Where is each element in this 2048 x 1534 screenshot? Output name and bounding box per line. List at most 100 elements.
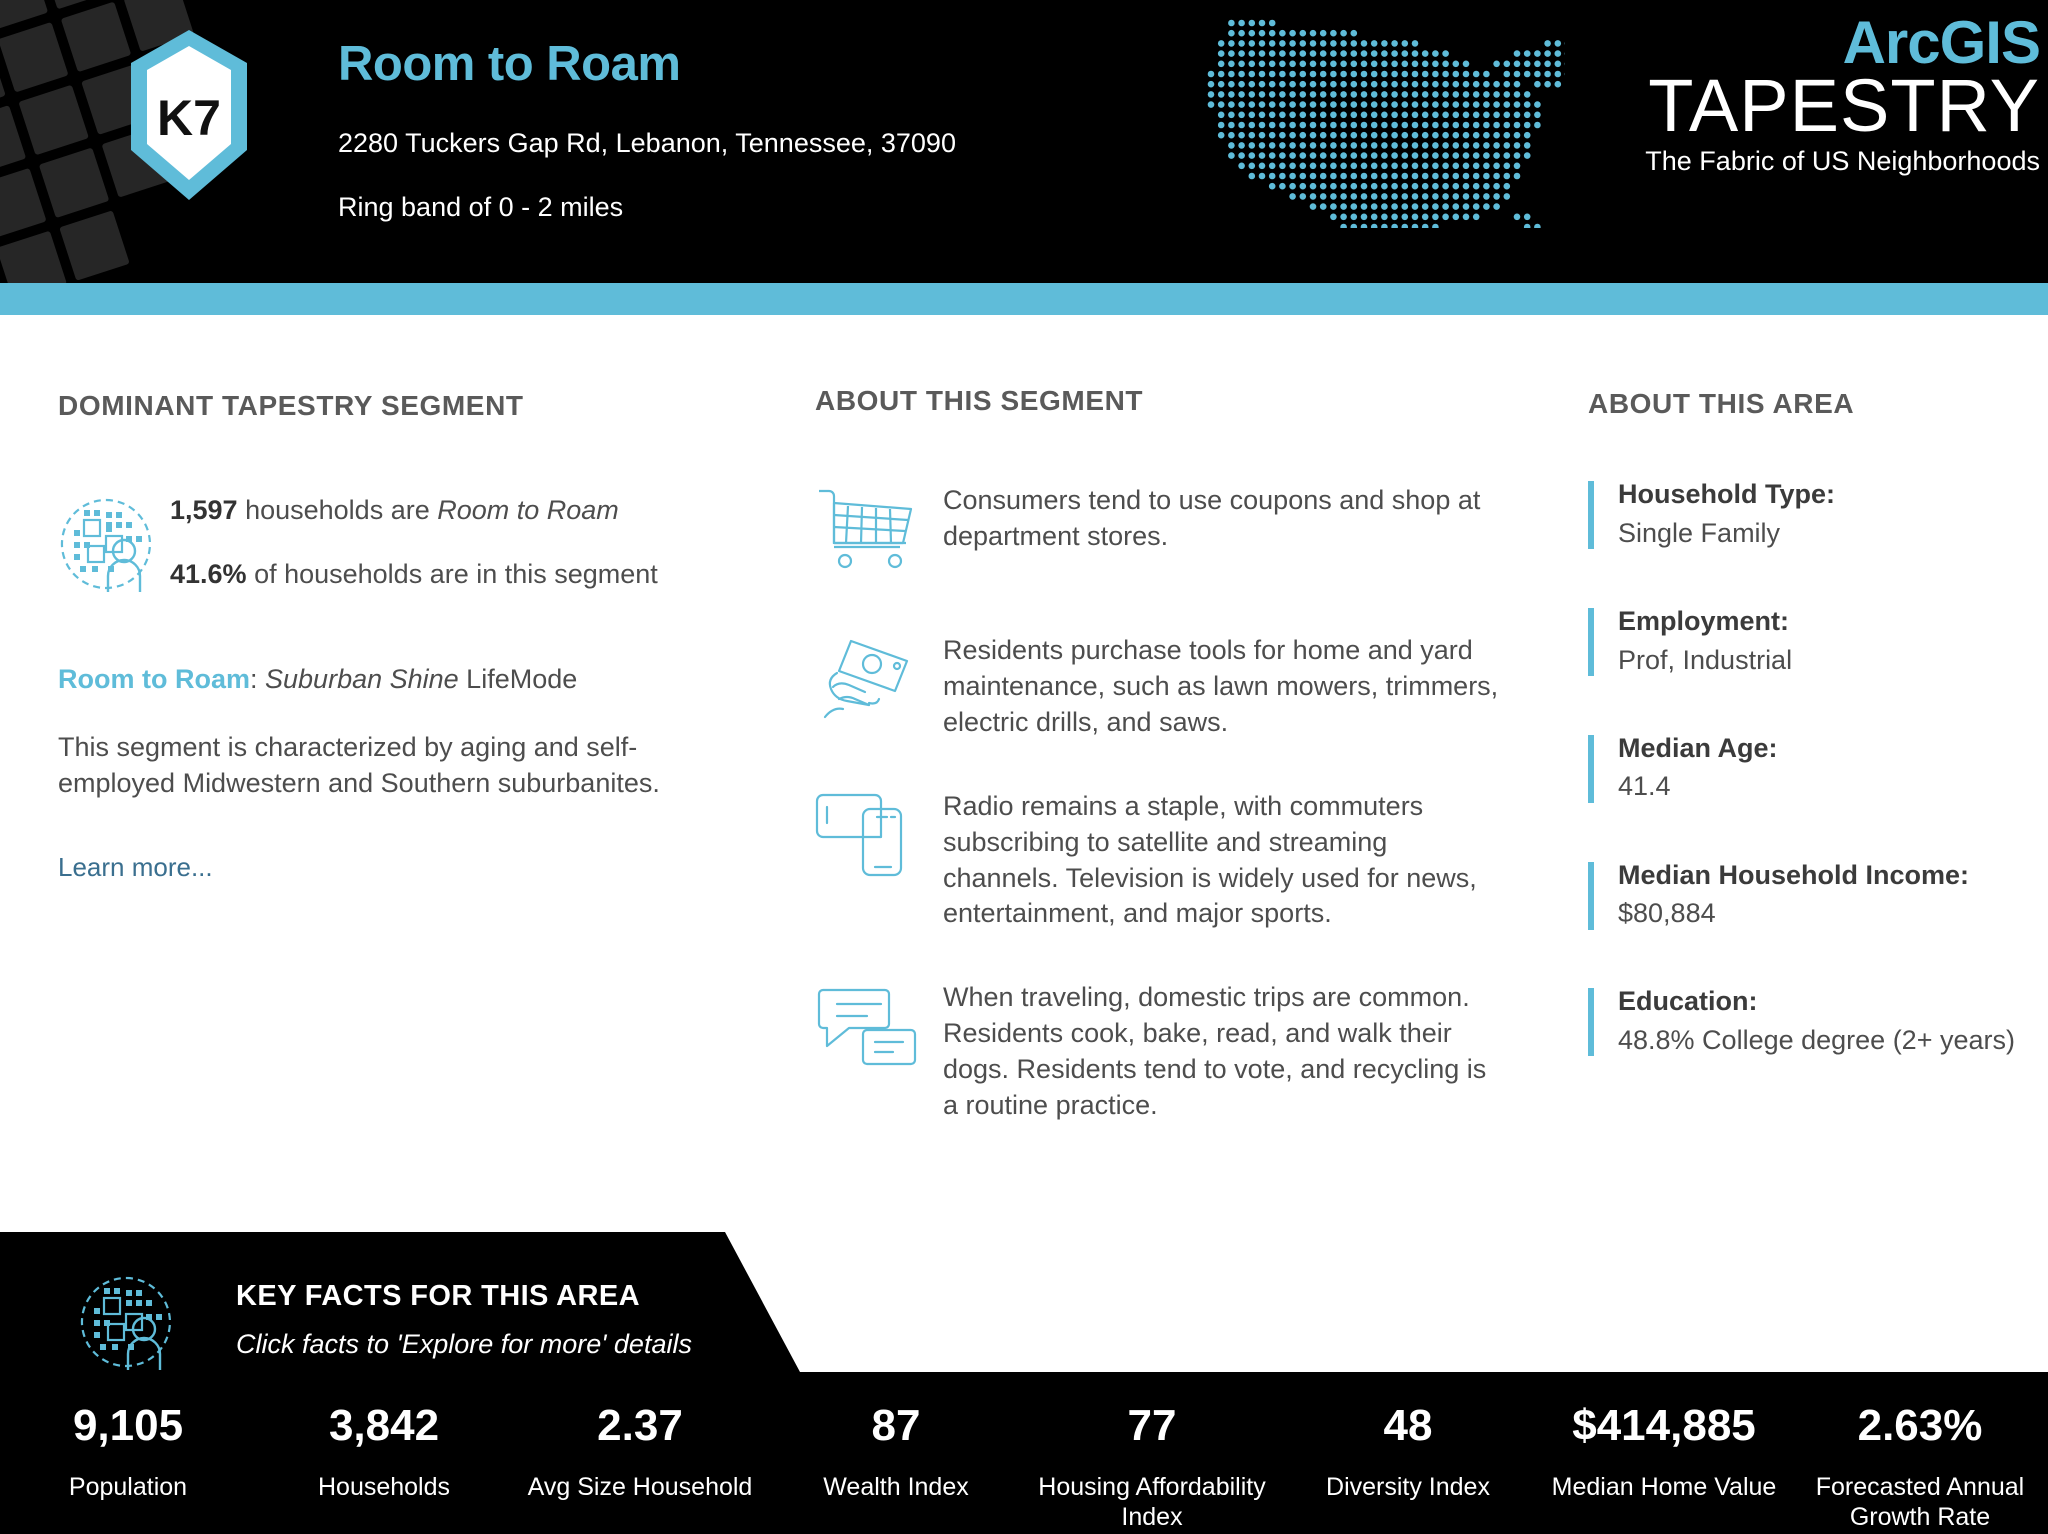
key-fact-label: Wealth Index xyxy=(823,1473,969,1502)
key-facts-subtitle: Click facts to 'Explore for more' detail… xyxy=(236,1329,692,1359)
page-header: K7 K7 Room to Roam 2280 Tuckers Gap Rd, … xyxy=(0,0,2048,283)
about-area-item: Employment: Prof, Industrial xyxy=(1588,605,2018,678)
about-area-list: Household Type: Single Family Employment… xyxy=(1588,478,2018,1058)
key-facts-section: KEY FACTS FOR THIS AREA Click facts to '… xyxy=(0,1232,2048,1534)
lifemode-line: Room to Roam: Suburban Shine LifeMode xyxy=(58,664,678,695)
segment-stats: 1,597 households are Room to Roam 41.6% … xyxy=(58,492,678,602)
households-count-value: 1,597 xyxy=(170,495,238,525)
key-fact-label: Diversity Index xyxy=(1326,1473,1490,1502)
key-fact-housing-affordability-index[interactable]: 77 Housing Affordability Index xyxy=(1024,1401,1280,1532)
key-fact-diversity-index[interactable]: 48 Diversity Index xyxy=(1280,1401,1536,1532)
accent-bar xyxy=(1588,481,1594,549)
key-fact-value: 48 xyxy=(1383,1401,1433,1450)
key-fact-value: 77 xyxy=(1127,1401,1177,1450)
diagonal-grid-pattern xyxy=(0,0,194,283)
key-fact-label: Median Home Value xyxy=(1551,1473,1777,1502)
hand-holding-money-icon xyxy=(815,625,925,725)
ring-band-text: Ring band of 0 - 2 miles xyxy=(338,192,624,222)
about-segment-fact-text: Residents purchase tools for home and ya… xyxy=(943,635,1499,737)
about-area-label: Median Household Income: xyxy=(1618,859,1970,890)
page-title: Room to Roam xyxy=(338,37,681,91)
key-fact-value: 2.63% xyxy=(1857,1401,1983,1450)
key-fact-value: 2.37 xyxy=(597,1401,683,1450)
about-area-value: 41.4 xyxy=(1618,771,1671,802)
neighborhood-person-icon xyxy=(80,1276,171,1370)
key-fact-label: Forecasted Annual Growth Rate xyxy=(1815,1473,2025,1532)
shopping-cart-icon xyxy=(815,475,925,575)
lifemode-suffix: LifeMode xyxy=(458,664,578,694)
about-segment-title: ABOUT THIS SEGMENT xyxy=(815,385,1144,416)
dominant-segment-title: DOMINANT TAPESTRY SEGMENT xyxy=(58,390,524,421)
about-area-value: Prof, Industrial xyxy=(1618,644,1793,675)
about-segment-fact-text: When traveling, domestic trips are commo… xyxy=(943,982,1487,1121)
address-text: 2280 Tuckers Gap Rd, Lebanon, Tennessee,… xyxy=(338,128,956,158)
about-segment-fact: Consumers tend to use coupons and shop a… xyxy=(815,475,1505,585)
households-count-line: 1,597 households are Room to Roam xyxy=(170,492,678,528)
key-facts-grid: 9,105 Population 3,842 Households 2.37 A… xyxy=(0,1401,2048,1532)
key-facts-title: KEY FACTS FOR THIS AREA xyxy=(236,1280,640,1312)
about-area-label: Median Age: xyxy=(1618,732,1778,763)
learn-more-link[interactable]: Learn more... xyxy=(58,851,213,882)
about-area-value: $80,884 xyxy=(1618,898,1716,929)
accent-bar xyxy=(1588,734,1594,803)
neighborhood-person-icon xyxy=(60,498,151,592)
brand-lockup: ArcGIS TAPESTRY The Fabric of US Neighbo… xyxy=(1540,9,2041,178)
accent-bar xyxy=(1588,607,1594,676)
dominant-segment-column: DOMINANT TAPESTRY SEGMENT xyxy=(58,390,678,883)
about-area-item: Median Age: 41.4 xyxy=(1588,732,2018,805)
about-segment-fact: Residents purchase tools for home and ya… xyxy=(815,625,1505,741)
households-percent-line: 41.6% of households are in this segment xyxy=(170,556,678,592)
key-facts-background xyxy=(0,1232,2048,1534)
key-fact-value: $414,885 xyxy=(1572,1401,1756,1450)
about-area-value: 48.8% College degree (2+ years) xyxy=(1618,1025,2015,1056)
key-fact-label: Households xyxy=(317,1473,451,1502)
key-fact-label: Housing Affordability Index xyxy=(1038,1473,1266,1532)
households-percent-text: of households are in this segment xyxy=(246,559,658,590)
key-fact-value: 9,105 xyxy=(72,1401,184,1450)
lifemode-separator: : xyxy=(250,664,266,694)
lifemode-name: Suburban Shine xyxy=(265,664,459,694)
key-fact-population[interactable]: 9,105 Population xyxy=(0,1401,256,1532)
key-fact-label: Population xyxy=(68,1473,188,1502)
key-fact-avg-size-household[interactable]: 2.37 Avg Size Household xyxy=(512,1401,768,1532)
households-count-text: households are xyxy=(237,495,438,525)
tablet-phone-icon xyxy=(815,781,925,881)
about-segment-fact-text: Consumers tend to use coupons and shop a… xyxy=(943,485,1481,551)
accent-bar xyxy=(1588,988,1594,1057)
chat-bubbles-icon xyxy=(815,972,925,1072)
about-segment-fact-text: Radio remains a staple, with commuters s… xyxy=(943,790,1477,929)
key-fact-forecasted-annual-growth-rate[interactable]: 2.63% Forecasted Annual Growth Rate xyxy=(1792,1401,2048,1532)
segment-badge-code: K7 xyxy=(157,90,221,146)
accent-divider xyxy=(0,283,2048,315)
key-fact-households[interactable]: 3,842 Households xyxy=(256,1401,512,1532)
segment-name: Room to Roam xyxy=(58,664,250,694)
brand-arcgis: ArcGIS xyxy=(1842,9,2041,76)
accent-bar xyxy=(1588,861,1594,930)
about-area-label: Household Type: xyxy=(1618,479,1836,509)
about-area-item: Median Household Income: $80,884 xyxy=(1588,859,2018,932)
key-fact-label: Avg Size Household xyxy=(527,1473,753,1502)
households-segment-name: Room to Roam xyxy=(437,495,619,525)
segment-description: This segment is characterized by aging a… xyxy=(58,732,660,799)
segment-badge: K7 xyxy=(131,30,247,200)
about-area-label: Education: xyxy=(1618,986,1758,1017)
about-segment-fact: Radio remains a staple, with commuters s… xyxy=(815,781,1505,933)
brand-tagline: The Fabric of US Neighborhoods xyxy=(1645,146,2040,177)
about-area-title: ABOUT THIS AREA xyxy=(1588,388,1855,419)
about-area-column: ABOUT THIS AREA Household Type: Single F… xyxy=(1588,388,2018,1112)
key-fact-value: 3,842 xyxy=(328,1401,440,1450)
about-area-item: Education: 48.8% College degree (2+ year… xyxy=(1588,985,2018,1058)
households-percent-value: 41.6% xyxy=(170,559,247,590)
us-dot-map-icon xyxy=(1207,19,1565,228)
brand-tapestry: TAPESTRY xyxy=(1648,64,2040,147)
about-area-label: Employment: xyxy=(1618,605,1790,636)
about-segment-fact-list: Consumers tend to use coupons and shop a… xyxy=(815,475,1505,1124)
about-area-item: Household Type: Single Family xyxy=(1588,478,2018,551)
key-fact-wealth-index[interactable]: 87 Wealth Index xyxy=(768,1401,1024,1532)
about-segment-fact: When traveling, domestic trips are commo… xyxy=(815,972,1505,1124)
about-area-value: Single Family xyxy=(1618,517,1781,548)
key-fact-value: 87 xyxy=(871,1401,921,1450)
key-fact-median-home-value[interactable]: $414,885 Median Home Value xyxy=(1536,1401,1792,1532)
about-segment-column: ABOUT THIS SEGMENT xyxy=(815,385,1505,1164)
